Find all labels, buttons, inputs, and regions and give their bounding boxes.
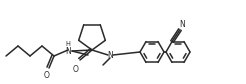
Text: H: H: [66, 41, 70, 47]
Text: O: O: [44, 70, 50, 79]
Text: N: N: [179, 20, 185, 29]
Text: O: O: [73, 65, 79, 74]
Text: N: N: [65, 47, 71, 56]
Text: N: N: [107, 50, 113, 59]
